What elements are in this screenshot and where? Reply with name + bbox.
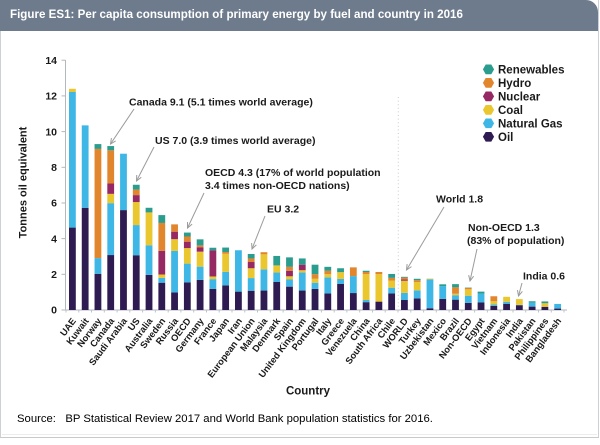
svg-text:Canada 9.1 (5.1 times world av: Canada 9.1 (5.1 times world average)	[129, 97, 313, 109]
svg-text:(83% of population): (83% of population)	[467, 235, 564, 247]
svg-text:8: 8	[51, 162, 57, 174]
svg-text:Oil: Oil	[498, 132, 513, 144]
svg-text:6: 6	[51, 198, 57, 210]
svg-text:2: 2	[51, 269, 57, 281]
svg-text:India 0.6: India 0.6	[523, 271, 565, 283]
svg-text:14: 14	[45, 55, 57, 67]
svg-text:12: 12	[45, 91, 57, 103]
svg-text:Tonnes oil equivalent: Tonnes oil equivalent	[18, 126, 30, 238]
svg-text:Nuclear: Nuclear	[498, 92, 541, 104]
svg-text:3.4 times non-OECD nations): 3.4 times non-OECD nations)	[205, 180, 350, 192]
svg-text:Coal: Coal	[498, 105, 523, 117]
svg-text:US 7.0 (3.9 times world averag: US 7.0 (3.9 times world average)	[155, 135, 315, 147]
svg-text:Renewables: Renewables	[498, 65, 564, 77]
svg-text:OECD 4.3 (17% of world populat: OECD 4.3 (17% of world population	[205, 167, 381, 179]
svg-text:4: 4	[51, 233, 57, 245]
svg-text:EU 3.2: EU 3.2	[267, 204, 299, 216]
svg-text:Hydro: Hydro	[498, 78, 531, 90]
svg-text:Non-OECD 1.3: Non-OECD 1.3	[468, 222, 540, 234]
svg-text:10: 10	[45, 126, 57, 138]
svg-text:Natural Gas: Natural Gas	[498, 119, 563, 131]
svg-text:0: 0	[51, 305, 57, 317]
svg-text:World 1.8: World 1.8	[436, 194, 483, 206]
svg-text:Country: Country	[286, 386, 331, 398]
